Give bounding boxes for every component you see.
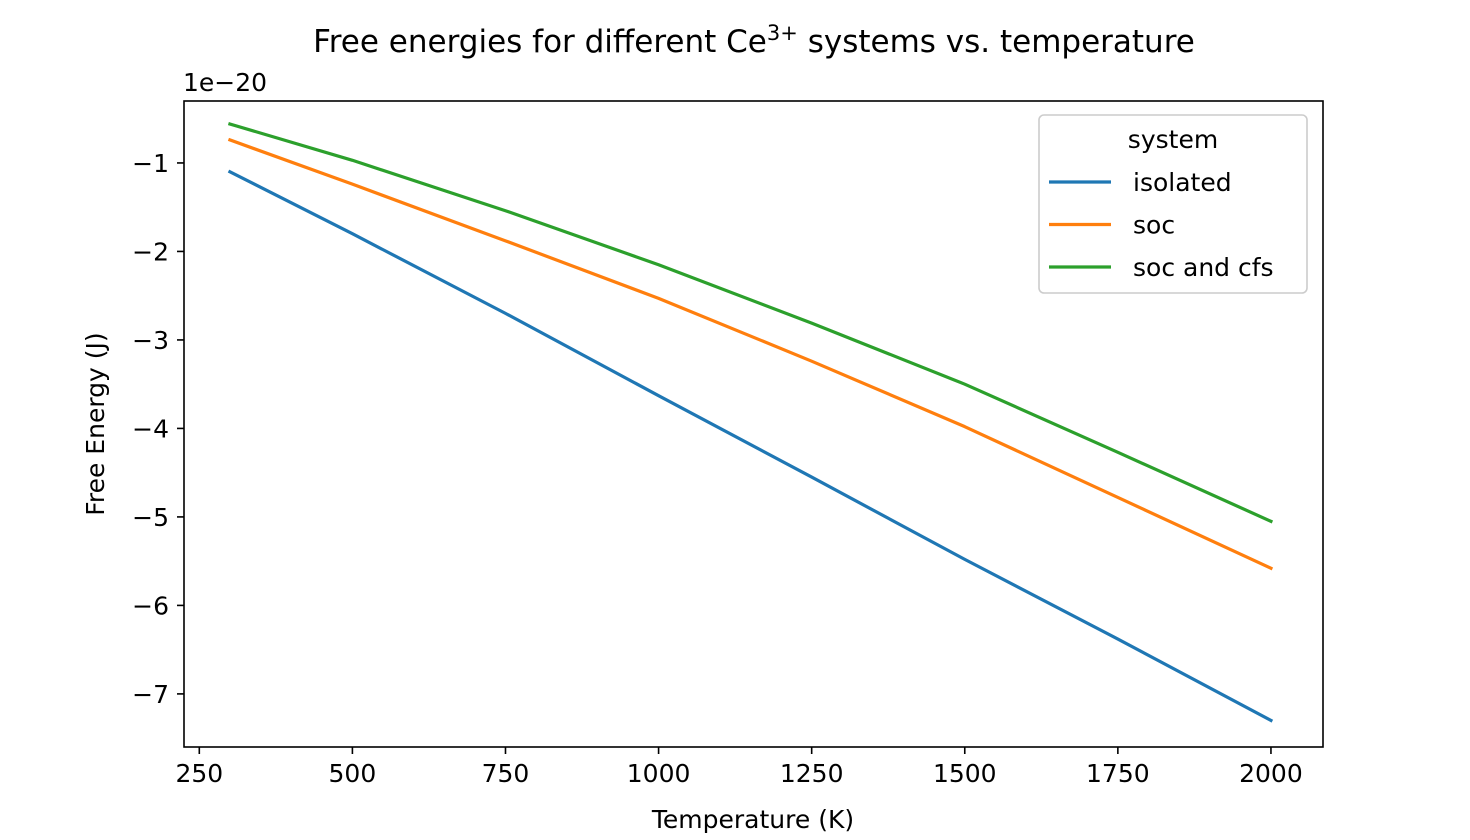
legend-label: isolated: [1133, 168, 1232, 197]
y-tick-label: −2: [132, 237, 169, 266]
x-axis-ticks: 250 500 750 1000 1250 1500 1750 2000: [175, 747, 1303, 788]
legend-label: soc and cfs: [1133, 253, 1274, 282]
x-axis-label: Temperature (K): [651, 805, 854, 834]
y-tick-label: −7: [132, 680, 169, 709]
series-line-isolated: [227, 169, 1274, 723]
series-line-soc-and-cfs: [227, 122, 1274, 524]
y-tick-label: −6: [132, 591, 169, 620]
chart-title: Free energies for different Ce3+ systems…: [313, 21, 1195, 60]
x-tick-label: 2000: [1239, 759, 1303, 788]
y-tick-label: −3: [132, 326, 169, 355]
x-tick-label: 1000: [627, 759, 691, 788]
legend-label: soc: [1133, 211, 1175, 240]
x-tick-label: 750: [482, 759, 530, 788]
x-tick-label: 1250: [780, 759, 844, 788]
x-tick-label: 250: [175, 759, 223, 788]
chart-title-superscript: 3+: [767, 21, 798, 45]
x-tick-label: 1750: [1086, 759, 1150, 788]
x-tick-label: 500: [329, 759, 377, 788]
y-axis-ticks: −1 −2 −3 −4 −5 −6 −7: [132, 149, 184, 709]
y-tick-label: −4: [132, 414, 169, 443]
y-offset-label: 1e−20: [183, 68, 267, 97]
y-axis-label: Free Energy (J): [81, 332, 110, 515]
axes-frame: [183, 100, 1324, 748]
y-tick-label: −1: [132, 149, 169, 178]
y-tick-label: −5: [132, 503, 169, 532]
x-tick-label: 1500: [933, 759, 997, 788]
chart-title-main: Free energies for different Ce: [313, 24, 767, 60]
legend-box: [1038, 114, 1308, 294]
chart-title-suffix: systems vs. temperature: [798, 24, 1195, 60]
legend-title: system: [1128, 125, 1218, 154]
plot-area: [227, 122, 1274, 723]
legend-entries: isolated soc soc and cfs: [1049, 168, 1274, 282]
legend: system isolated soc soc and cfs: [1038, 114, 1308, 294]
series-line-soc: [227, 137, 1274, 571]
